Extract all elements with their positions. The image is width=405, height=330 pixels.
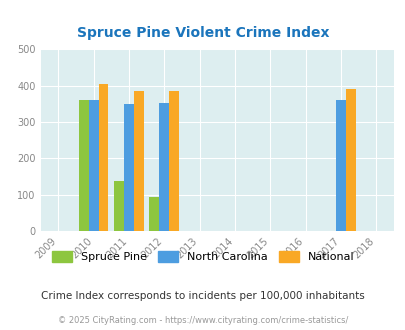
Bar xyxy=(88,100,98,231)
Bar xyxy=(124,104,134,231)
Bar xyxy=(114,181,124,231)
Bar xyxy=(159,103,169,231)
Bar xyxy=(345,89,355,231)
Bar xyxy=(79,100,88,231)
Text: © 2025 CityRating.com - https://www.cityrating.com/crime-statistics/: © 2025 CityRating.com - https://www.city… xyxy=(58,316,347,325)
Legend: Spruce Pine, North Carolina, National: Spruce Pine, North Carolina, National xyxy=(47,247,358,267)
Bar xyxy=(149,197,159,231)
Bar xyxy=(169,90,179,231)
Bar xyxy=(335,100,345,231)
Text: Spruce Pine Violent Crime Index: Spruce Pine Violent Crime Index xyxy=(77,26,328,40)
Bar xyxy=(134,90,143,231)
Bar xyxy=(98,84,108,231)
Text: Crime Index corresponds to incidents per 100,000 inhabitants: Crime Index corresponds to incidents per… xyxy=(41,291,364,301)
